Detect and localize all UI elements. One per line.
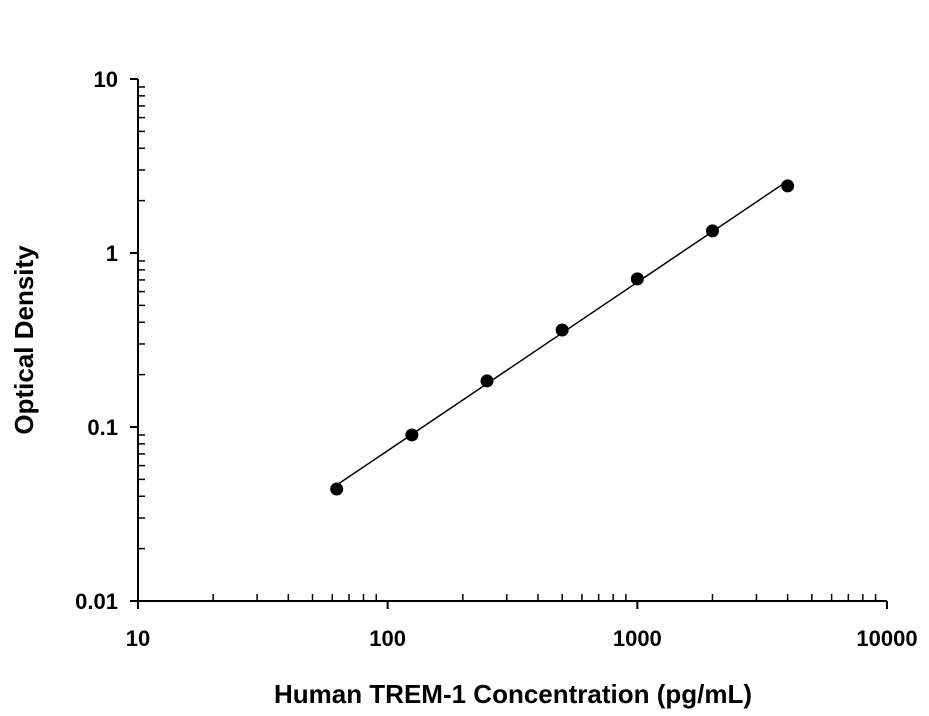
- x-tick-label: 10000: [856, 626, 917, 651]
- axes: [137, 79, 887, 602]
- y-tick-label: 10: [94, 67, 118, 92]
- x-tick-label: 100: [369, 626, 406, 651]
- x-tick-label: 1000: [613, 626, 662, 651]
- y-tick-label: 0.1: [87, 415, 118, 440]
- data-point: [705, 224, 719, 238]
- y-tick-label: 0.01: [75, 589, 118, 614]
- x-axis-title: Human TREM-1 Concentration (pg/mL): [274, 679, 752, 709]
- data-point: [330, 482, 344, 496]
- y-tick-label: 1: [106, 241, 118, 266]
- tick-labels: 10 100 1000 10000 0.01 0.1 1 10: [75, 67, 917, 651]
- data-point: [781, 179, 795, 193]
- data-points: [330, 179, 795, 496]
- ticks: [130, 78, 888, 609]
- data-point: [630, 272, 644, 286]
- data-point: [480, 374, 494, 388]
- y-axis-title: Optical Density: [9, 245, 39, 435]
- data-point: [555, 323, 569, 337]
- data-point: [405, 428, 419, 442]
- x-tick-label: 10: [126, 626, 150, 651]
